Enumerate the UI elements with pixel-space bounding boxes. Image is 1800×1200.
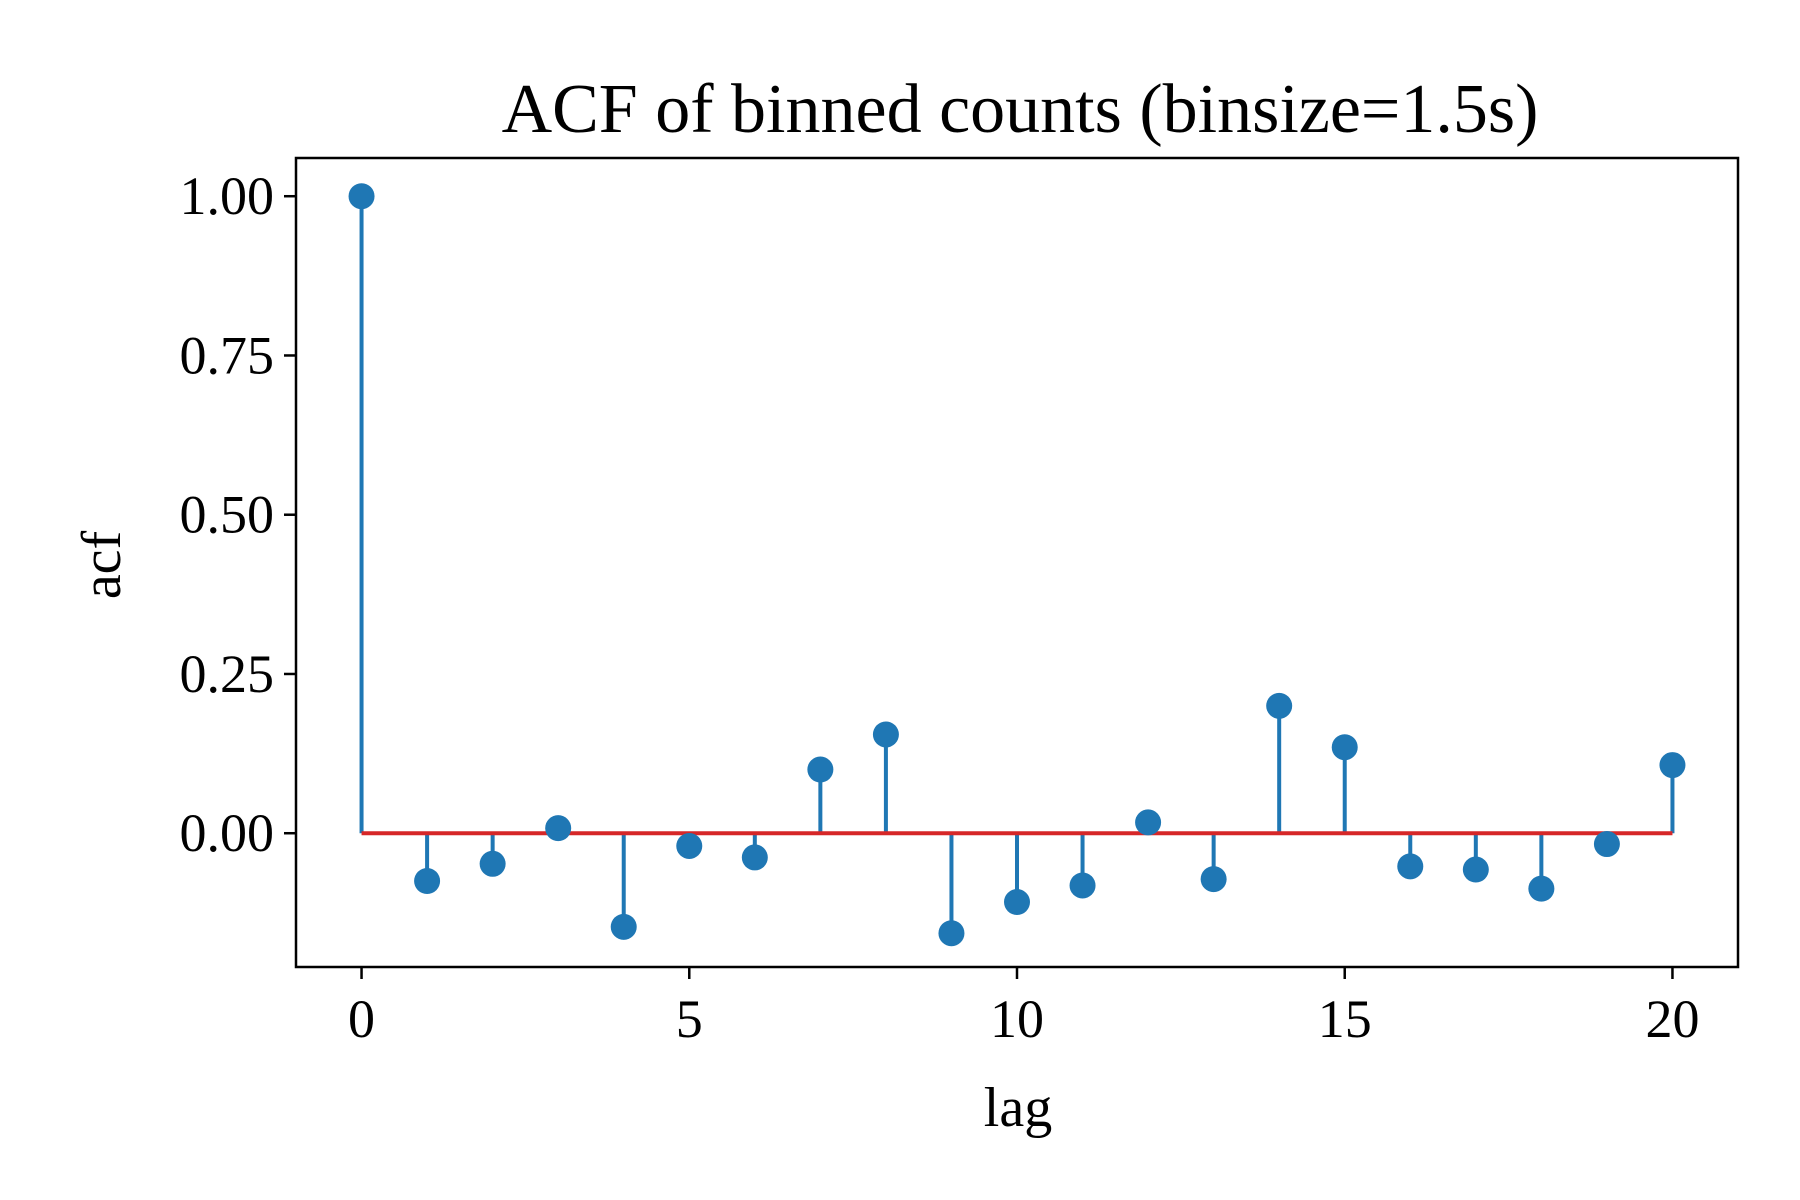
stem-marker — [1069, 872, 1096, 899]
y-axis-label: acf — [71, 530, 133, 599]
y-tick-label: 0.00 — [180, 803, 275, 863]
stem-marker — [610, 913, 637, 940]
stem-marker — [1266, 692, 1293, 719]
stem-marker — [348, 183, 375, 210]
plot-area: 0.00 0.25 0.50 0.75 1.00 0 5 10 15 20 — [180, 156, 1740, 1049]
stem-marker — [1135, 809, 1162, 836]
stem-marker — [938, 920, 965, 947]
stem-marker — [1593, 831, 1620, 858]
y-tick-label: 0.75 — [180, 325, 275, 385]
y-tick-label: 1.00 — [180, 166, 275, 226]
stem-marker — [479, 850, 506, 877]
stem-marker — [676, 832, 703, 859]
x-tick-label: 20 — [1645, 989, 1699, 1049]
x-tick-label: 5 — [676, 989, 703, 1049]
y-tick-label: 0.50 — [180, 485, 275, 545]
stem-marker — [545, 815, 572, 842]
stem-marker — [414, 868, 441, 895]
stem-marker — [1397, 853, 1424, 880]
stem-marker — [807, 756, 834, 783]
stem-marker — [1659, 752, 1686, 779]
x-tick-label: 15 — [1318, 989, 1372, 1049]
x-tick-label: 10 — [990, 989, 1044, 1049]
y-tick-label: 0.25 — [180, 644, 275, 704]
stem-marker — [1004, 889, 1030, 916]
chart-title: ACF of binned counts (binsize=1.5s) — [502, 71, 1539, 148]
stem-marker — [741, 844, 768, 871]
stem-marker — [872, 721, 899, 748]
stem-marker — [1462, 856, 1489, 883]
x-axis-label: lag — [984, 1077, 1052, 1139]
stem-marker — [1528, 875, 1555, 902]
stem-marker — [1200, 866, 1227, 893]
stem-marker — [1331, 734, 1358, 761]
x-tick-label: 0 — [348, 989, 375, 1049]
